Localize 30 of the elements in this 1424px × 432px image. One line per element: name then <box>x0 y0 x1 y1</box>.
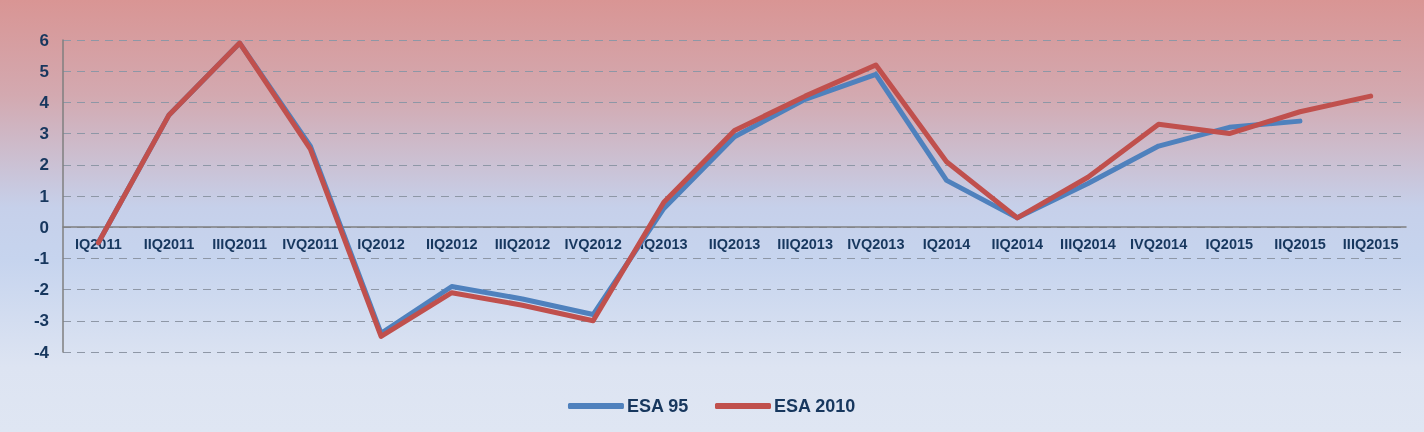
y-tick-label: 4 <box>39 92 50 112</box>
y-tick-label: 6 <box>39 30 49 50</box>
x-tick-label: IIIQ2014 <box>1060 235 1116 252</box>
y-tick-label: -4 <box>33 342 50 362</box>
x-tick-label: IQ2015 <box>1205 235 1254 252</box>
y-tick-label: 5 <box>39 61 49 81</box>
x-tick-label: IIIQ2013 <box>777 235 833 252</box>
y-tick-label: -1 <box>33 248 49 268</box>
x-tick-label: IIIQ2012 <box>494 235 551 252</box>
x-tick-label: IIQ2011 <box>143 235 195 252</box>
x-tick-label: IVQ2013 <box>847 235 905 252</box>
legend-label: ESA 2010 <box>773 396 856 416</box>
y-tick-label: 3 <box>39 124 49 144</box>
x-tick-label: IVQ2012 <box>564 235 622 252</box>
x-tick-label: IQ2012 <box>357 235 405 252</box>
y-tick-label: -2 <box>33 280 49 300</box>
x-tick-label: IIIQ2011 <box>212 235 268 252</box>
x-tick-label: IVQ2014 <box>1129 235 1188 252</box>
legend-label: ESA 95 <box>626 396 689 416</box>
x-tick-label: IIQ2015 <box>1274 235 1326 252</box>
y-tick-label: 0 <box>39 217 49 237</box>
x-tick-label: IIQ2014 <box>991 235 1044 252</box>
x-tick-label: IQ2014 <box>922 235 971 252</box>
x-tick-label: IIQ2013 <box>708 235 761 252</box>
y-tick-label: -3 <box>33 311 49 331</box>
y-tick-label: 1 <box>39 186 49 206</box>
x-tick-label: IIIQ2015 <box>1342 235 1399 252</box>
y-tick-label: 2 <box>39 155 49 175</box>
x-tick-label: IIQ2012 <box>425 235 478 252</box>
x-tick-label: IVQ2011 <box>282 235 339 252</box>
